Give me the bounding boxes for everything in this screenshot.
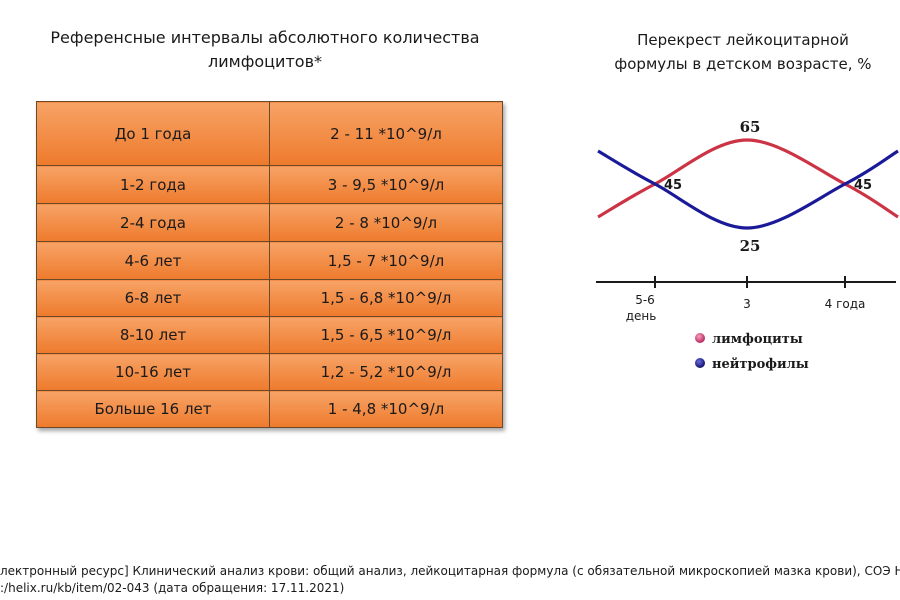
footnote-line1: лектронный ресурс] Клинический анализ кр… [0, 564, 900, 578]
table-row: 8-10 лет 1,5 - 6,5 *10^9/л [36, 316, 503, 354]
legend-lymphocytes-label: лимфоциты [712, 332, 803, 347]
range-cell: 1,2 - 5,2 *10^9/л [269, 353, 503, 391]
table-row: 4-6 лет 1,5 - 7 *10^9/л [36, 241, 503, 280]
table-row: 10-16 лет 1,2 - 5,2 *10^9/л [36, 353, 503, 391]
range-cell: 3 - 9,5 *10^9/л [269, 165, 503, 204]
chart-title-line1: Перекрест лейкоцитарной [637, 31, 849, 49]
range-cell: 1,5 - 6,8 *10^9/л [269, 279, 503, 317]
age-cell: 4-6 лет [36, 241, 270, 280]
x-tick-label: 3 [743, 297, 751, 311]
legend-neutrophils-marker [695, 358, 705, 368]
series-line-lymphocytes [597, 138, 899, 219]
table-title-line2: лимфоцитов* [208, 52, 322, 71]
range-cell: 2 - 8 *10^9/л [269, 203, 503, 242]
annotation-second-cross: 45 [854, 178, 872, 193]
annotation-peak: 65 [740, 118, 761, 136]
range-cell: 1 - 4,8 *10^9/л [269, 390, 503, 428]
age-cell: 8-10 лет [36, 316, 270, 354]
range-cell: 1,5 - 6,5 *10^9/л [269, 316, 503, 354]
x-axis-ticks: 5-6 день 3 4 года [626, 276, 866, 323]
annotation-trough: 25 [740, 237, 761, 255]
range-cell: 2 - 11 *10^9/л [269, 101, 503, 166]
source-footnote: лектронный ресурс] Клинический анализ кр… [0, 563, 900, 597]
age-cell: 1-2 года [36, 165, 270, 204]
age-cell: 6-8 лет [36, 279, 270, 317]
table-row: 6-8 лет 1,5 - 6,8 *10^9/л [36, 279, 503, 317]
series-line-neutrophils [597, 149, 899, 230]
table-row: 2-4 года 2 - 8 *10^9/л [36, 203, 503, 242]
table-row: Больше 16 лет 1 - 4,8 *10^9/л [36, 390, 503, 428]
range-cell: 1,5 - 7 *10^9/л [269, 241, 503, 280]
chart-title-line2: формулы в детском возрасте, % [614, 55, 872, 73]
x-tick-label: 5-6 день [626, 293, 657, 323]
age-cell: До 1 года [36, 101, 270, 166]
age-cell: 2-4 года [36, 203, 270, 242]
legend-lymphocytes-marker [695, 333, 705, 343]
annotation-first-cross: 45 [664, 178, 682, 193]
leukocyte-cross-chart: 45 65 25 45 5-6 день 3 4 года лимфоциты ней… [596, 118, 899, 372]
legend-neutrophils-label: нейтрофилы [712, 357, 809, 372]
table-row: 1-2 года 3 - 9,5 *10^9/л [36, 165, 503, 204]
table-title-line1: Референсные интервалы абсолютного количе… [50, 28, 480, 47]
footnote-line2: :/helix.ru/kb/item/02-043 (дата обращени… [0, 581, 345, 595]
age-cell: 10-16 лет [36, 353, 270, 391]
reference-intervals-table: До 1 года 2 - 11 *10^9/л 1-2 года 3 - 9,5 *… [36, 101, 503, 428]
table-row: До 1 года 2 - 11 *10^9/л [36, 101, 503, 166]
chart-title: Перекрест лейкоцитарной формулы в детско… [598, 28, 888, 76]
age-cell: Больше 16 лет [36, 390, 270, 428]
x-tick-label: 4 года [825, 297, 866, 311]
table-title: Референсные интервалы абсолютного количе… [30, 26, 500, 74]
